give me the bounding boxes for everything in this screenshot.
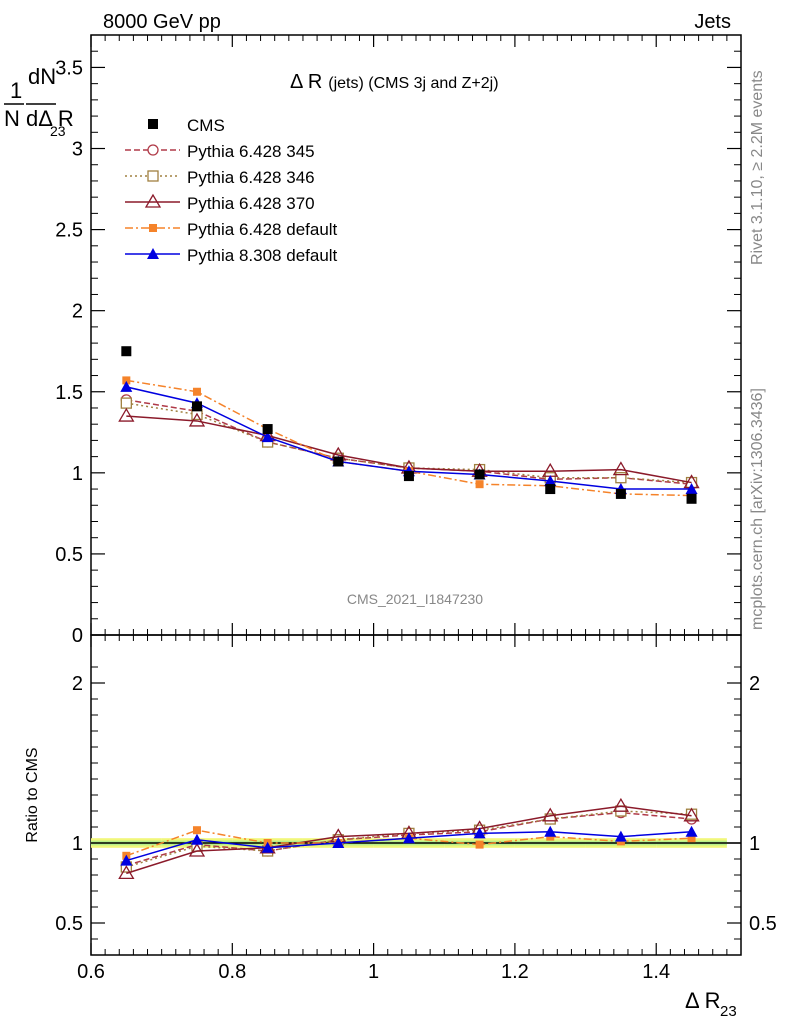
legend-label: Pythia 6.428 346	[187, 168, 315, 187]
ratio-y-label: Ratio to CMS	[24, 747, 41, 842]
legend-label: Pythia 8.308 default	[187, 246, 338, 265]
data-point	[686, 493, 697, 504]
ylabel-sub: 23	[50, 123, 66, 139]
title-sub: (jets) (CMS 3j and Z+2j)	[328, 75, 498, 92]
x-tick-label: 0.8	[218, 961, 246, 983]
ratio-point	[188, 842, 206, 857]
y-tick-label: 0	[72, 625, 83, 647]
data-point	[333, 456, 344, 467]
ratio-point	[118, 865, 135, 880]
y-tick-label: 3	[72, 139, 83, 161]
series-point	[615, 472, 627, 484]
ratio-point	[120, 854, 133, 866]
ylabel-frac-num: 1	[10, 78, 22, 103]
legend: CMS Pythia 6.428 345 Pythia 6.428 346 Pythi…	[125, 116, 338, 265]
ratio-point	[473, 827, 486, 839]
x-tick-label: 1	[368, 961, 379, 983]
legend-label: Pythia 6.428 default	[187, 220, 338, 239]
main-panel: 0 0.5 1 1.5 2 2.5 3 3.5	[55, 34, 742, 955]
series-point	[122, 376, 131, 385]
legend-marker	[144, 193, 162, 208]
ratio-tick-label: 0.5	[55, 913, 83, 935]
y-tick-label: 2	[72, 301, 83, 323]
legend-marker	[147, 248, 159, 259]
header-right: Jets	[694, 11, 731, 33]
legend-label: Pythia 6.428 345	[187, 142, 315, 161]
series-point	[192, 387, 201, 396]
svg-text:Δ R(jets) (CMS 3j and Z+2j): Δ R (jets) (CMS 3j and Z+2j)	[290, 71, 499, 93]
ratio-point	[192, 826, 201, 835]
header-left: 8000 GeV pp	[103, 11, 221, 33]
data-point	[191, 401, 202, 412]
ratio-point	[542, 807, 559, 822]
ratio-point	[190, 833, 203, 845]
ratio-point	[261, 841, 274, 853]
ylabel-d-den: dΔ R	[26, 106, 74, 131]
data-point	[545, 484, 556, 495]
ratio-tick-label: 1	[72, 833, 83, 855]
x-tick-label: 0.6	[77, 961, 105, 983]
data-point	[262, 424, 273, 435]
rivet-label: Rivet 3.1.10, ≥ 2.2M events	[749, 70, 766, 265]
x-tick-label: 1.2	[501, 961, 529, 983]
ratio-panel: 0.6 0.8 1 1.2 1.4 0.5 0.5 1 1 2 2	[55, 634, 777, 983]
y-tick-label: 0.5	[55, 544, 83, 566]
ratio-tick-label-right: 2	[749, 673, 760, 695]
ratio-point	[332, 837, 345, 848]
ratio-point	[614, 830, 627, 842]
x-tick-label: 1.4	[642, 961, 670, 983]
ratio-point	[685, 825, 698, 837]
data-point	[121, 346, 132, 357]
legend-label: Pythia 6.428 370	[187, 194, 315, 213]
data-point	[403, 471, 414, 482]
series-point	[261, 431, 274, 443]
series-point	[188, 412, 206, 427]
ratio-point	[475, 840, 484, 849]
ratio-point	[402, 832, 415, 844]
y-tick-label: 1.5	[55, 382, 83, 404]
y-tick-label: 2.5	[55, 220, 83, 242]
ratio-frame	[90, 634, 742, 956]
ylabel-frac-den: N	[4, 106, 20, 131]
ratio-point	[683, 807, 700, 822]
ratio-point	[544, 825, 557, 837]
ylabel-d-num: dN	[28, 64, 56, 89]
y-axis-label: 1 N dN dΔ R 23	[4, 64, 74, 139]
ratio-tick-label: 2	[72, 673, 83, 695]
xlabel-sub: 23	[720, 1003, 737, 1020]
legend-marker	[149, 224, 157, 232]
watermark: CMS_2021_I1847230	[347, 591, 483, 607]
series-point	[120, 397, 132, 409]
ratio-point	[687, 834, 696, 843]
mcplots-label: mcplots.cern.ch [arXiv:1306.3436]	[749, 388, 766, 630]
legend-label: CMS	[187, 116, 225, 135]
data-point	[474, 469, 485, 480]
legend-marker	[147, 144, 159, 156]
x-axis-label: Δ R 23	[685, 988, 737, 1020]
title-main: Δ R	[290, 71, 322, 93]
series-point	[612, 461, 630, 476]
y-tick-label: 1	[72, 463, 83, 485]
legend-marker	[147, 170, 159, 182]
series-point	[475, 480, 484, 489]
xlabel-main: Δ R	[685, 988, 720, 1013]
series-point	[685, 483, 698, 495]
series-point	[120, 380, 133, 392]
data-point	[615, 488, 626, 499]
ratio-point	[544, 813, 556, 825]
legend-marker	[148, 119, 158, 129]
ratio-tick-label-right: 1	[749, 833, 760, 855]
series-point	[118, 407, 135, 422]
ratio-tick-label-right: 0.5	[749, 913, 777, 935]
plot-title: Δ R (jets) (CMS 3j and Z+2j)	[290, 71, 499, 93]
series-point	[544, 474, 557, 486]
y-tick-label: 3.5	[55, 57, 83, 79]
ratio-point	[612, 797, 630, 812]
